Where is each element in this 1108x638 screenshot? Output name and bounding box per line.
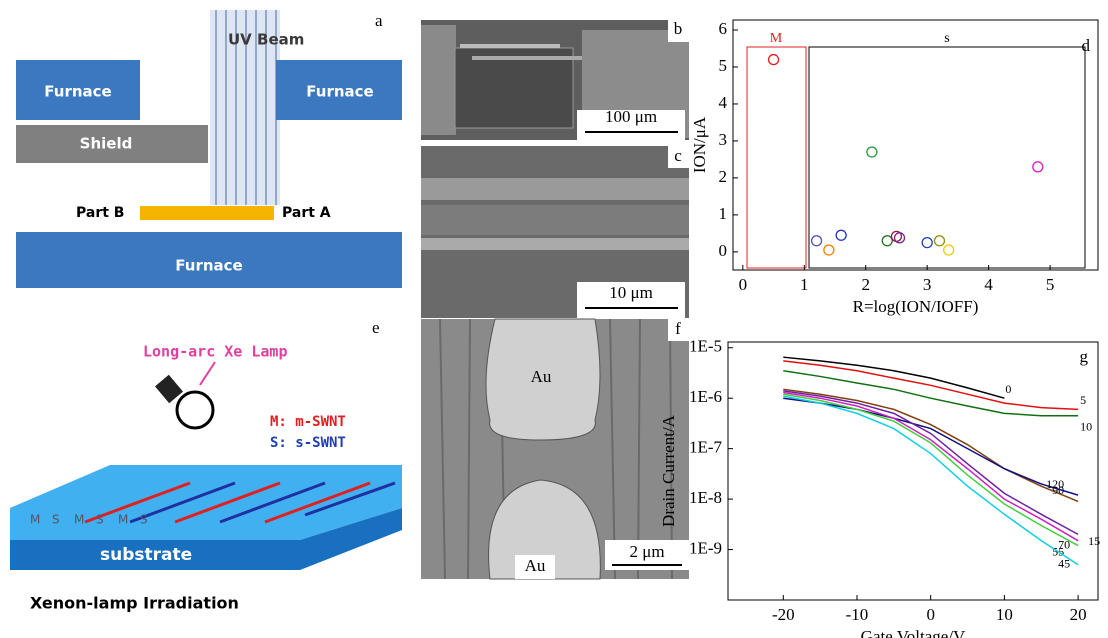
y-tick-label: 1 [719, 204, 728, 223]
label: Au [525, 556, 546, 575]
plot-frame [733, 20, 1098, 270]
label: Furnace [175, 257, 242, 275]
panel-label: a [375, 11, 383, 30]
label: Au [531, 367, 552, 386]
x-tick-label: 2 [861, 275, 870, 294]
label: Furnace [44, 83, 111, 101]
figure: UV Beam Furnace Furnace Shield Part B Pa… [0, 0, 1108, 638]
y-tick-label: 3 [719, 130, 728, 149]
box-label: M [770, 31, 783, 46]
point [895, 233, 905, 243]
x-tick-label: 3 [923, 275, 932, 294]
label: Part B [76, 205, 124, 221]
curve-label: 5 [1080, 393, 1086, 407]
x-tick-label: 0 [739, 275, 748, 294]
label: Furnace [306, 83, 373, 101]
y-axis-label: Drain Current/A [659, 414, 678, 527]
plot-frame [728, 342, 1098, 600]
y-tick-label: 0 [719, 241, 728, 260]
tube-label: M [30, 513, 40, 527]
point [867, 147, 877, 157]
curve-label: 0 [1005, 382, 1011, 396]
tube-label: M [74, 513, 84, 527]
y-tick-label: 1E-9 [689, 538, 722, 557]
y-tick-label: 6 [719, 19, 728, 38]
point [944, 245, 954, 255]
x-tick-label: 20 [1070, 605, 1087, 624]
tube-label: S [52, 513, 60, 527]
curve-label: 15 [1088, 534, 1100, 548]
caption: Xenon-lamp Irradiation [30, 594, 239, 613]
panel-label: d [1082, 36, 1091, 55]
point [824, 245, 834, 255]
tube-label: M [118, 513, 128, 527]
label: UV Beam [228, 31, 304, 49]
y-tick-label: 1E-7 [689, 438, 723, 457]
point [922, 238, 932, 248]
panel-label: c [674, 146, 682, 165]
point [836, 230, 846, 240]
label: Shield [80, 135, 133, 153]
x-axis-label: Gate Voltage/V [861, 627, 966, 638]
label: Long-arc Xe Lamp [143, 343, 288, 361]
y-tick-label: 1E-6 [689, 387, 722, 406]
lamp-icon [177, 392, 213, 428]
curve-label: 70 [1058, 537, 1070, 551]
y-tick-label: 5 [719, 56, 728, 75]
tube-label: S [96, 513, 104, 527]
y-tick-label: 1E-8 [689, 488, 722, 507]
x-tick-label: 5 [1046, 275, 1055, 294]
s-box [809, 47, 1085, 268]
curve-label: 10 [1080, 419, 1092, 433]
y-axis-label: ION/μA [690, 116, 709, 173]
label: substrate [100, 545, 192, 565]
curve-label: 120 [1046, 477, 1064, 491]
y-tick-label: 1E-5 [689, 337, 722, 356]
point [769, 55, 779, 65]
panel-label: f [675, 319, 681, 338]
curve-label: 45 [1058, 556, 1070, 570]
scale-bar-label: 100 μm [605, 107, 657, 126]
x-tick-label: 0 [926, 605, 935, 624]
x-tick-label: -10 [846, 605, 869, 624]
scale-bar-label: 2 μm [629, 542, 664, 561]
point [934, 236, 944, 246]
curve [783, 398, 1078, 495]
box-label: s [944, 31, 949, 46]
tube-label: S [140, 513, 148, 527]
panel-a: UV Beam Furnace Furnace Shield Part B Pa… [16, 10, 402, 288]
legend-m: M: m-SWNT [270, 414, 346, 430]
curve [783, 394, 1078, 545]
panel-b: 100 μm b [421, 19, 689, 140]
point [812, 236, 822, 246]
x-tick-label: 4 [984, 275, 993, 294]
x-tick-label: -20 [772, 605, 795, 624]
y-tick-label: 4 [719, 93, 728, 112]
m-box [747, 47, 806, 268]
sample [140, 206, 274, 220]
point [882, 236, 892, 246]
panel-label: b [674, 19, 683, 38]
x-axis-label: R=log(ION/IOFF) [853, 297, 979, 316]
curve [783, 391, 1078, 535]
panel-c: 10 μm c [421, 146, 689, 318]
x-tick-label: 10 [996, 605, 1013, 624]
x-tick-label: 1 [800, 275, 809, 294]
y-tick-label: 2 [719, 167, 728, 186]
panel-f: Au Au 2 μm f [421, 319, 689, 579]
legend-s: S: s-SWNT [270, 435, 346, 451]
panel-label: e [372, 318, 380, 337]
panel-label: g [1080, 347, 1089, 366]
scale-bar-label: 10 μm [609, 283, 653, 302]
label: Part A [282, 205, 331, 221]
point [1033, 162, 1043, 172]
